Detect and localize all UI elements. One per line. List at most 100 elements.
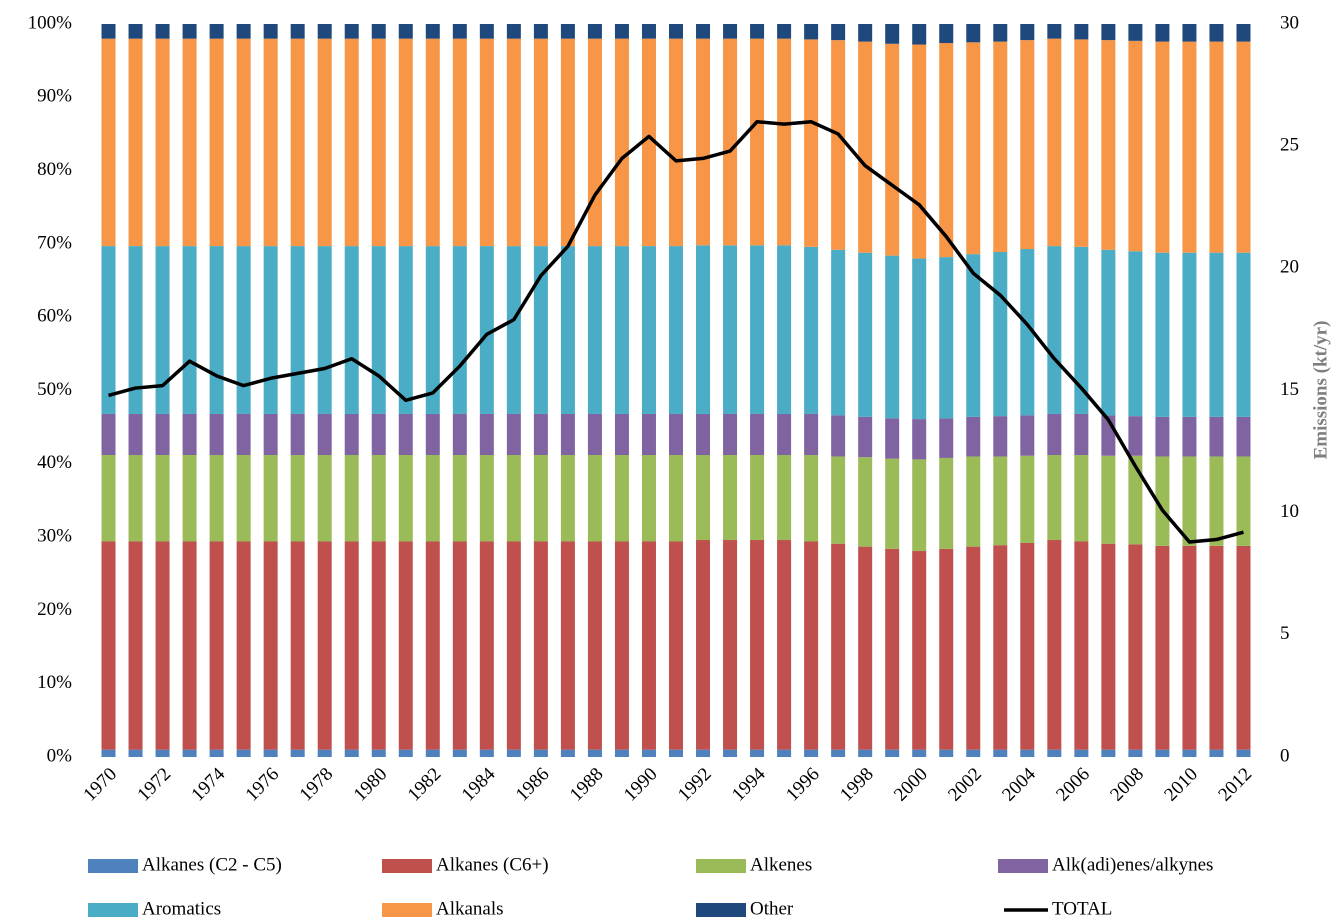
bar-segment — [669, 38, 683, 247]
bar-segment — [1209, 41, 1224, 253]
bar-segment — [966, 24, 981, 43]
bar-segment — [1074, 24, 1089, 40]
y-tick-label: 20% — [37, 599, 72, 620]
bar-segment — [398, 246, 413, 414]
bar-segment — [723, 749, 738, 757]
bar-segment — [1128, 24, 1143, 41]
bar-segment — [669, 541, 683, 750]
bar-segment — [263, 38, 278, 247]
bar-segment — [587, 24, 602, 39]
bar-segment — [1182, 41, 1197, 253]
bar-segment — [236, 38, 251, 247]
bar-segment — [371, 246, 386, 414]
bar-segment — [1182, 416, 1197, 457]
bar-segment — [1047, 540, 1062, 750]
bar-segment — [614, 541, 629, 750]
bar-segment — [831, 749, 846, 757]
bar-segment — [1236, 24, 1251, 42]
bar-segment — [344, 24, 359, 39]
x-tick-label: 1992 — [674, 764, 716, 806]
bar-segment — [777, 455, 792, 541]
bar-segment — [479, 24, 494, 39]
bar-segment — [804, 246, 819, 414]
bar-segment — [939, 43, 954, 258]
bar-segment — [966, 254, 981, 417]
bar-segment — [1101, 749, 1116, 757]
bar-segment — [155, 541, 170, 750]
bar-segment — [101, 413, 116, 456]
bar-segment — [777, 245, 792, 414]
bar-segment — [1155, 24, 1170, 42]
x-tick-label: 1972 — [133, 764, 175, 806]
bar-segment — [479, 413, 494, 456]
bar-segment — [398, 38, 413, 247]
bar-segment — [128, 413, 143, 456]
legend-label: Alkanals — [436, 898, 504, 919]
bar-segment — [858, 252, 873, 417]
bar-segment — [290, 541, 305, 750]
bar-segment — [317, 246, 332, 414]
bar-segment — [560, 541, 575, 750]
bar-segment — [452, 749, 467, 757]
bar-segment — [831, 456, 846, 544]
bar-segment — [669, 455, 683, 542]
x-tick-label: 1994 — [728, 763, 770, 805]
bar-segment — [317, 455, 332, 542]
legend-swatch — [696, 859, 746, 873]
bar-segment — [614, 246, 629, 414]
bar-segment — [1182, 545, 1197, 750]
x-tick-label: 2008 — [1106, 764, 1148, 806]
bar-segment — [1047, 455, 1062, 541]
x-tick-label: 1980 — [350, 764, 392, 806]
bar-segment — [885, 458, 900, 549]
bar-segment — [1047, 246, 1062, 414]
bar-segment — [290, 24, 305, 39]
bar-segment — [1155, 252, 1170, 417]
bar-segment — [641, 541, 656, 750]
bar-segment — [101, 24, 116, 39]
x-tick-label: 1996 — [782, 764, 824, 806]
bar-segment — [155, 749, 170, 757]
bar-segment — [1209, 252, 1224, 417]
bar-segment — [344, 749, 359, 757]
x-tick-label: 1976 — [242, 764, 284, 806]
bar-segment — [209, 246, 224, 414]
bar-segment — [696, 245, 711, 414]
bar-segment — [885, 43, 900, 256]
bar-segment — [479, 455, 494, 542]
bar-segment — [371, 455, 386, 542]
bar-segment — [804, 455, 819, 542]
y-tick-label: 60% — [37, 306, 72, 327]
bar-segment — [209, 749, 224, 757]
bar-segment — [750, 749, 765, 757]
bar-segment — [939, 418, 954, 458]
bar-segment — [912, 24, 927, 45]
bar-segment — [371, 413, 386, 456]
bar-segment — [804, 749, 819, 757]
bar-segment — [696, 413, 711, 456]
y2-axis-title: Emissions (kt/yr) — [1310, 321, 1331, 460]
bar-segment — [1074, 749, 1089, 757]
bar-segment — [344, 246, 359, 414]
bar-segment — [1128, 455, 1143, 545]
bar-segment — [1209, 24, 1224, 42]
bar-segment — [263, 413, 278, 456]
bar-segment — [560, 38, 575, 247]
bar-segment — [398, 413, 413, 456]
legend-label: Aromatics — [142, 898, 221, 919]
bar-segment — [777, 38, 792, 246]
bar-segment — [290, 455, 305, 542]
bar-segment — [858, 546, 873, 750]
legend-label: Alkenes — [750, 854, 812, 875]
bar-segment — [831, 40, 846, 250]
bar-segment — [614, 38, 629, 247]
bar-segment — [1020, 40, 1035, 250]
bar-segment — [641, 749, 656, 757]
y2-tick-label: 25 — [1280, 135, 1299, 156]
bar-segment — [263, 24, 278, 39]
bar-segment — [804, 413, 819, 456]
bar-segment — [885, 418, 900, 459]
bar-segment — [128, 541, 143, 750]
bar-segment — [750, 455, 765, 541]
bar-segment — [1020, 749, 1035, 757]
